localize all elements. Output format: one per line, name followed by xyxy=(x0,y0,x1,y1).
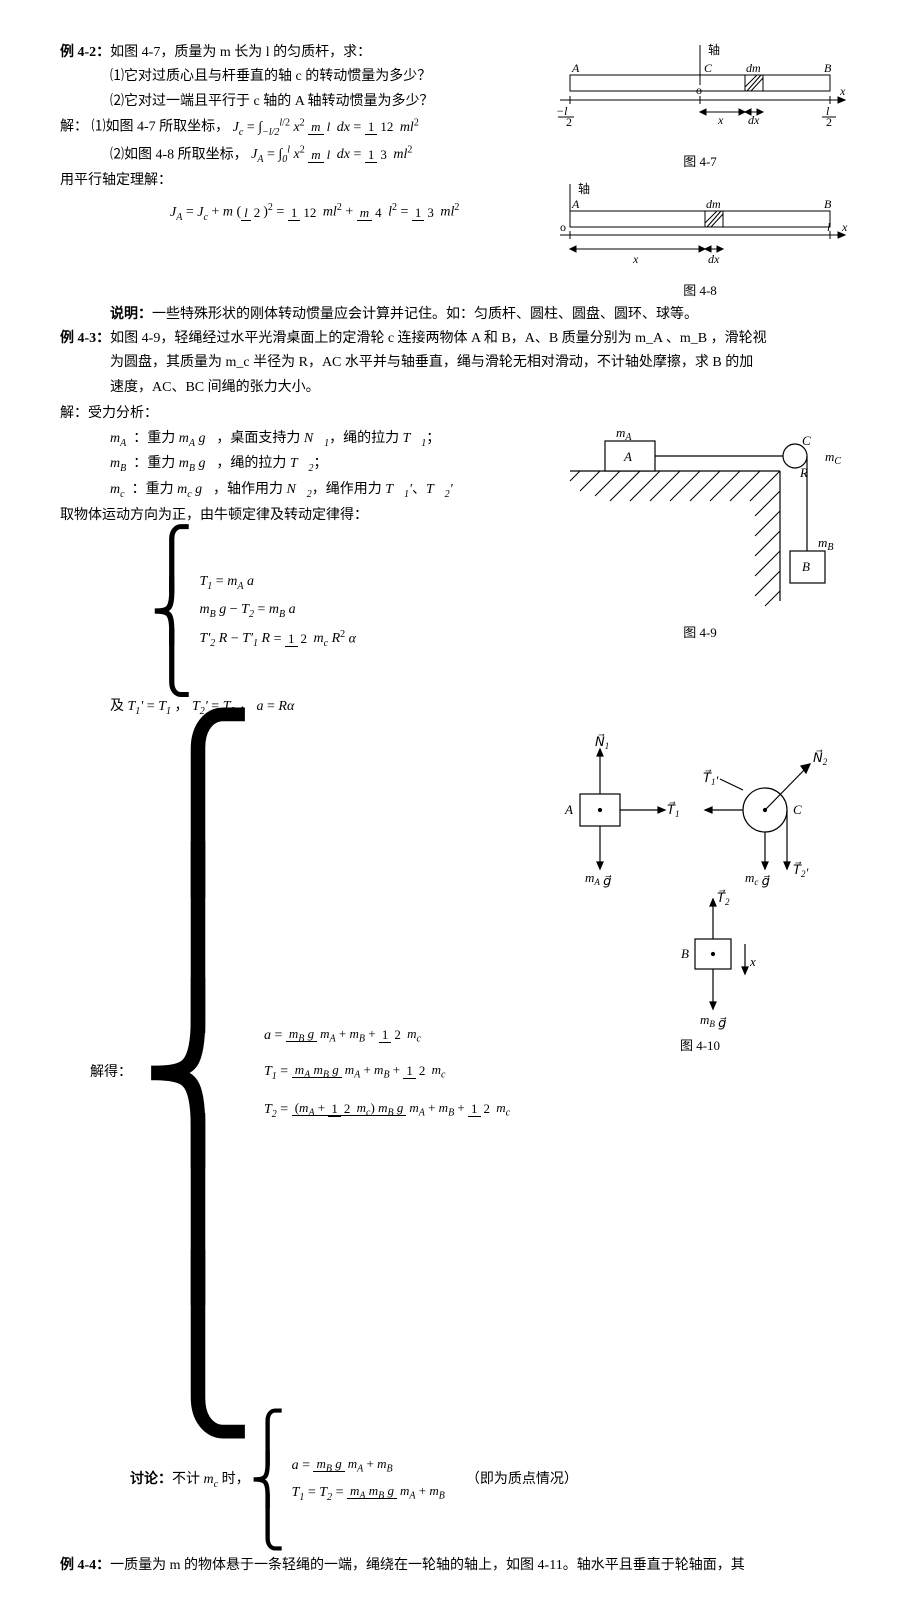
sol1-prefix: ⑴如图 4-7 所取坐标， xyxy=(92,120,230,135)
svg-text:B: B xyxy=(681,946,689,961)
svg-text:mA g⃗: mA g⃗ xyxy=(585,870,612,888)
ex4-2-prompt: 如图 4-7，质量为 m 长为 l 的匀质杆，求： xyxy=(110,45,371,60)
ex4-2-q1: ⑴它对过质心且与杆垂直的轴 c 的转动惯量为多少？ xyxy=(60,66,540,88)
result-eqs: a = mB gmA + mB + 12 mc T1 = mA mB gmA +… xyxy=(264,1021,513,1127)
svg-text:A: A xyxy=(564,802,573,817)
fig4-10-label: 图 4-10 xyxy=(540,1036,860,1057)
discuss-pre: 不计 mc 时， xyxy=(172,1469,250,1493)
ex4-3-p1: 如图 4-9，轻绳经过水平光滑桌面上的定滑轮 c 连接两物体 A 和 B，A、B… xyxy=(110,331,766,346)
svg-text:x: x xyxy=(839,84,846,98)
svg-text:T⃗1': T⃗1' xyxy=(703,769,718,787)
ex4-2-title: 例 4-2： xyxy=(60,45,110,60)
svg-text:N⃗2: N⃗2 xyxy=(813,749,828,766)
svg-text:o: o xyxy=(696,83,702,97)
discuss-label: 讨论： xyxy=(130,1469,172,1491)
eq-jc: Jc = ∫−l/2l/2 x2 ml dx = 112 ml2 xyxy=(233,120,419,135)
svg-text:dm: dm xyxy=(746,61,761,75)
fig4-9-label: 图 4-9 xyxy=(540,623,860,644)
discuss-post: （即为质点情况） xyxy=(466,1469,578,1491)
fa2: mB ：重力 mB g⃗，绳的拉力 T⃗2； xyxy=(60,453,540,477)
svg-text:T⃗2: T⃗2 xyxy=(717,889,730,906)
parallel-axis: 用平行轴定理解： xyxy=(60,170,540,192)
ex4-3-title: 例 4-3： xyxy=(60,331,110,346)
svg-text:C: C xyxy=(704,61,713,75)
eq-ja-parallel: JA = Jc + m (l2)2 = 112 ml2 + m4 l2 = 13… xyxy=(60,200,540,225)
svg-text:x: x xyxy=(632,252,639,266)
and-rel: 及 T1' = T1 ， T2' = T2 ， a = Rα xyxy=(60,696,540,720)
svg-text:x: x xyxy=(749,954,756,969)
svg-text:轴: 轴 xyxy=(708,42,720,57)
fig-4-7: 轴 A C dm B o x x dx xyxy=(550,40,850,150)
svg-text:N⃗1: N⃗1 xyxy=(595,734,609,751)
svg-text:mB: mB xyxy=(818,535,834,553)
svg-text:mC: mC xyxy=(825,449,841,467)
ex4-2-q2: ⑵它对过一端且平行于 c 轴的 A 轴转动惯量为多少？ xyxy=(60,91,540,113)
svg-text:x: x xyxy=(841,220,848,234)
eq-ja: JA = ∫0l x2 ml dx = 13 ml2 xyxy=(251,147,412,162)
system-eqs: ⎧⎨⎩ T1 = mA a mB g − T2 = mB a T'2 R − T… xyxy=(150,533,540,690)
svg-text:x: x xyxy=(717,113,724,127)
sol-label-43: 解：受力分析： xyxy=(60,403,540,425)
svg-text:T⃗1: T⃗1 xyxy=(667,801,679,818)
ex4-4-title: 例 4-4： xyxy=(60,1558,110,1573)
ex4-3-p3: 速度，AC、BC 间绳的张力大小。 xyxy=(60,377,860,399)
ex4-3-p2: 为圆盘，其质量为 m_c 半径为 R，AC 水平并与轴垂直，绳与滑轮无相对滑动，… xyxy=(60,352,860,374)
svg-text:dm: dm xyxy=(706,197,721,211)
svg-text:dx: dx xyxy=(708,252,720,266)
svg-text:A: A xyxy=(571,61,580,75)
sol-label: 解： xyxy=(60,120,88,135)
fig-4-10: A N⃗1 T⃗1 mA g⃗ T⃗1' N⃗2 C mc g⃗ T⃗2' T⃗… xyxy=(545,734,855,1034)
fig-4-9: mA A C R mC mB B xyxy=(550,401,850,621)
svg-text:mB g⃗: mB g⃗ xyxy=(700,1012,727,1030)
note-label: 说明： xyxy=(110,307,152,322)
brace-icon-2: ⎧⎨⎩ xyxy=(250,1416,286,1546)
newton: 取物体运动方向为正，由牛顿定律及转动定律得： xyxy=(60,505,540,527)
svg-text:轴: 轴 xyxy=(578,181,590,196)
svg-text:B: B xyxy=(824,197,832,211)
svg-text:A: A xyxy=(571,197,580,211)
svg-text:B: B xyxy=(802,559,810,574)
svg-text:o: o xyxy=(560,220,566,234)
svg-text:R: R xyxy=(799,465,808,480)
brace-icon: ⎧⎪⎨⎪⎩ xyxy=(138,734,258,1414)
svg-text:B: B xyxy=(824,61,832,75)
fig4-7-label: 图 4-7 xyxy=(540,152,860,173)
svg-text:mA: mA xyxy=(616,425,632,443)
fig4-8-label: 图 4-8 xyxy=(540,281,860,302)
svg-text:C: C xyxy=(802,433,811,448)
svg-text:T⃗2': T⃗2' xyxy=(793,861,808,879)
discuss-eqs: a = mB gmA + mB T1 = T2 = mA mB gmA + mB xyxy=(292,1451,448,1509)
note: 一些特殊形状的刚体转动惯量应会计算并记住。如：匀质杆、圆柱、圆盘、圆环、球等。 xyxy=(152,307,698,322)
solve-label: 解得： xyxy=(60,1062,132,1084)
ex4-4-prompt: 一质量为 m 的物体悬于一条轻绳的一端，绳绕在一轮轴的轴上，如图 4-11。轴水… xyxy=(110,1558,745,1573)
fa3: mc ：重力 mc g⃗，轴作用力 N⃗2，绳作用力 T⃗1'、T⃗2' xyxy=(60,479,540,503)
sol2-prefix: ⑵如图 4-8 所取坐标， xyxy=(110,147,248,162)
svg-text:A: A xyxy=(623,449,632,464)
svg-text:C: C xyxy=(793,802,802,817)
fa1: mA ：重力 mA g⃗，桌面支持力 N⃗1，绳的拉力 T⃗1； xyxy=(60,428,540,452)
svg-text:mc g⃗: mc g⃗ xyxy=(745,870,770,888)
fig-4-8: 轴 A dm B o l x x dx xyxy=(550,179,850,279)
svg-text:dx: dx xyxy=(748,113,760,127)
